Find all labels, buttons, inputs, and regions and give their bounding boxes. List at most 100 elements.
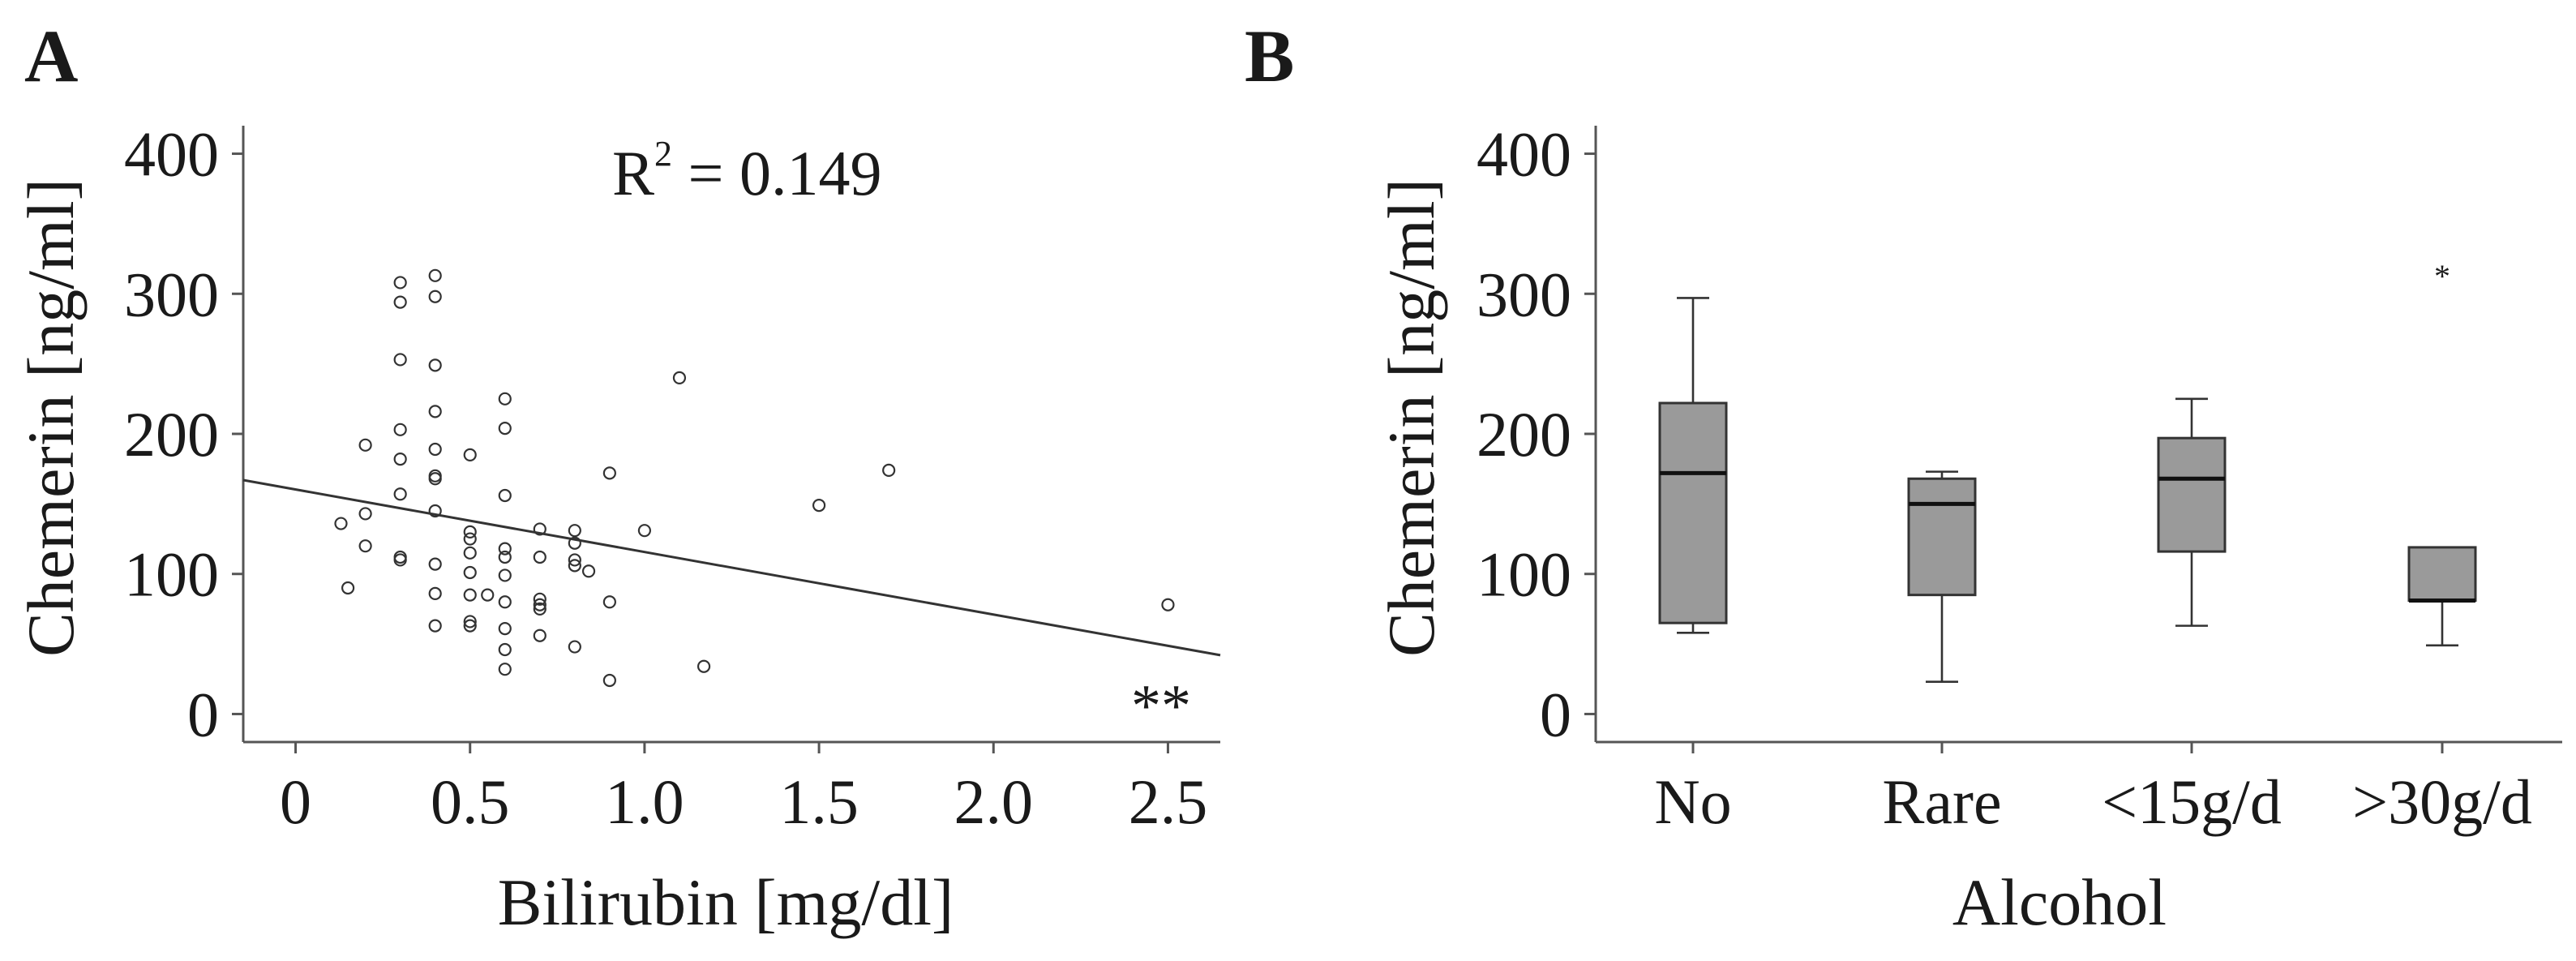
scatter-point [428, 290, 442, 303]
regression-line [242, 478, 1221, 657]
scatter-point [602, 466, 616, 480]
scatter-point [602, 673, 616, 688]
scatter-point [428, 586, 442, 601]
y-tick-label-b: 100 [1477, 539, 1571, 610]
scatter-point [393, 295, 407, 309]
scatter-point [393, 353, 407, 367]
category-label: No [1654, 766, 1731, 837]
scatter-point [533, 522, 546, 536]
iqr-box [2407, 546, 2477, 603]
scatter-point [393, 487, 407, 501]
scatter-point [498, 421, 512, 435]
box-plot-0 [1658, 297, 1728, 634]
box-plot-3: * [2407, 258, 2477, 647]
scatter-point [358, 438, 372, 452]
x-tick-label: 0 [280, 766, 311, 837]
x-axis-title-b: Alcohol [1952, 865, 2167, 939]
scatter-point [498, 542, 512, 556]
scatter-point [533, 592, 546, 606]
scatter-point [568, 536, 581, 550]
y-tick-label: 300 [124, 259, 219, 329]
scatter-point [358, 539, 372, 553]
scatter-point [393, 452, 407, 466]
scatter-point [481, 588, 495, 602]
x-tick-label: 2.0 [954, 766, 1034, 837]
scatter-point [697, 659, 711, 673]
outlier-marker: * [2434, 258, 2450, 294]
y-axis-title-b: Chemerin [ng/ml] [1374, 178, 1448, 657]
scatter-point [498, 488, 512, 503]
scatter-point [602, 595, 616, 609]
panel-label-a: A [24, 15, 78, 97]
scatter-point [463, 546, 477, 560]
box-plots: * [1658, 258, 2477, 684]
scatter-point [428, 268, 442, 282]
scatter-point [393, 276, 407, 290]
scatter-point [812, 498, 826, 513]
y-tick-label: 200 [124, 399, 219, 470]
x-ticks: 0 0.5 1.0 1.5 2.0 2.5 [280, 742, 1207, 837]
category-label: <15g/d [2102, 766, 2282, 837]
y-axis-title: Chemerin [ng/ml] [14, 178, 88, 657]
y-tick-label: 400 [124, 119, 219, 190]
scatter-point [393, 553, 407, 567]
category-label: >30g/d [2352, 766, 2532, 837]
scatter-point [463, 615, 477, 629]
scatter-point [498, 568, 512, 582]
scatter-point [341, 581, 355, 595]
scatter-point [428, 557, 442, 571]
scatter-point [358, 507, 372, 521]
y-tick-label-b: 400 [1477, 119, 1571, 190]
scatter-point [568, 524, 581, 538]
scatter-point [1161, 598, 1175, 611]
y-tick-label-b: 0 [1540, 679, 1571, 749]
panel-b-boxplot: B 0 100 200 300 400 No Rare <15g/d >30g/d * Che… [1245, 15, 2562, 939]
panel-a-scatter: A 0 100 200 300 400 0 0.5 1.0 1.5 2.0 2.5 R2 = 0.… [14, 15, 1221, 939]
scatter-point [533, 629, 546, 642]
y-tick-label: 100 [124, 539, 219, 610]
x-tick-label: 1.5 [779, 766, 859, 837]
iqr-box [1907, 477, 1977, 597]
scatter-point [428, 504, 442, 518]
x-axis-title: Bilirubin [mg/dl] [498, 865, 954, 939]
category-labels: No Rare <15g/d >30g/d [1654, 742, 2532, 837]
scatter-point [498, 642, 512, 657]
scatter-point [498, 392, 512, 405]
panel-label-b: B [1245, 15, 1294, 97]
scatter-point [533, 598, 546, 611]
scatter-point [428, 472, 442, 486]
scatter-point [428, 442, 442, 457]
scatter-point [334, 517, 348, 530]
scatter-point [581, 564, 596, 578]
significance-stars: ** [1131, 673, 1191, 740]
iqr-box [2157, 436, 2227, 553]
scatter-point [463, 448, 477, 462]
scatter-point [568, 640, 581, 654]
scatter-point [498, 550, 512, 564]
iqr-box [1658, 401, 1728, 624]
y-tick-label-b: 300 [1477, 259, 1571, 329]
scatter-point [498, 595, 512, 609]
scatter-point [463, 588, 477, 602]
y-tick-label-b: 200 [1477, 399, 1571, 470]
scatter-point [428, 619, 442, 633]
scatter-point [463, 525, 477, 539]
scatter-point [498, 621, 512, 636]
scatter-point [568, 553, 581, 567]
y-ticks: 0 100 200 300 400 [124, 119, 243, 749]
scatter-point [568, 559, 581, 573]
box-plot-2 [2157, 397, 2227, 627]
scatter-point [428, 358, 442, 372]
scatter-point [498, 663, 512, 676]
category-label: Rare [1882, 766, 2001, 837]
scatter-point [393, 423, 407, 436]
scatter-point [533, 602, 546, 616]
scatter-point [428, 405, 442, 418]
x-tick-label: 1.0 [605, 766, 684, 837]
r-squared-annotation: R2 = 0.149 [612, 134, 882, 208]
y-tick-label: 0 [187, 679, 219, 749]
scatter-points [334, 268, 1175, 688]
scatter-point [672, 371, 687, 385]
scatter-point [463, 532, 477, 546]
